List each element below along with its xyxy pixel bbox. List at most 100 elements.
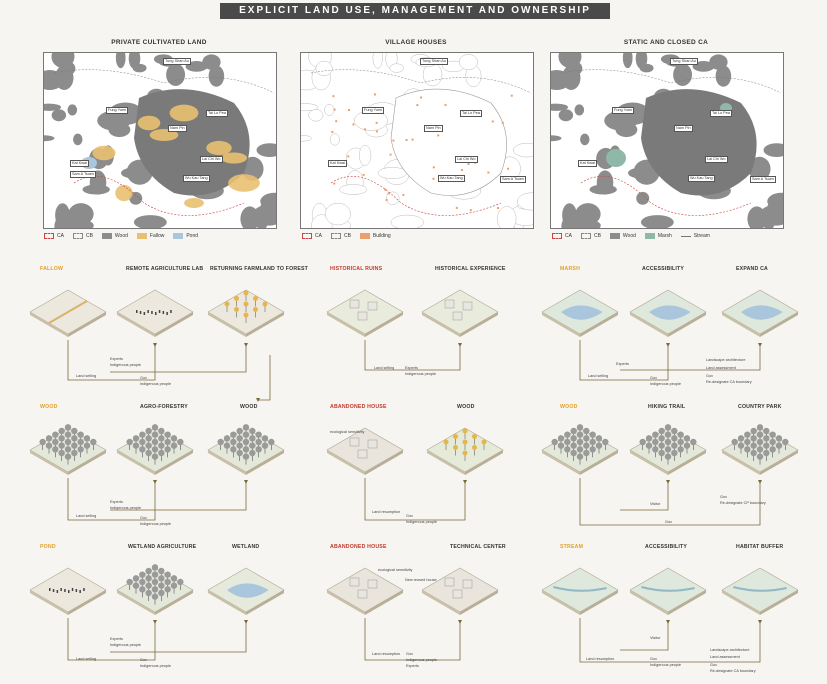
place-label: Tung Shan Au <box>163 58 191 65</box>
tile-side <box>208 590 246 615</box>
tree-crown <box>145 567 152 575</box>
place-label: Fung Yuen <box>612 107 635 114</box>
tile-side <box>208 312 246 337</box>
tree-crown <box>261 435 269 442</box>
tile-top <box>541 567 619 613</box>
tree-crown <box>236 427 243 435</box>
tree-crown <box>132 435 140 442</box>
tree-crown <box>576 431 584 438</box>
tree-crown <box>737 442 745 449</box>
tree-crown <box>763 435 770 442</box>
field-mark <box>56 590 59 593</box>
field-mark <box>139 311 142 314</box>
note-indigenous: Indigenous people <box>140 522 172 526</box>
note-gov: Gov <box>140 376 147 380</box>
arrow-head <box>153 480 157 484</box>
tree-crown <box>132 582 140 589</box>
tree-crown <box>570 442 577 449</box>
field-mark <box>143 312 146 315</box>
tree-crown <box>243 290 249 296</box>
wood-patch <box>551 103 569 111</box>
iso-tile <box>721 424 799 475</box>
fallow-patch <box>137 115 161 131</box>
wood-patch <box>67 104 78 116</box>
field-mark <box>68 590 70 593</box>
tile-side <box>465 450 503 475</box>
tile-top <box>326 289 404 335</box>
tree-crown <box>177 578 184 586</box>
wood-patch <box>604 110 638 131</box>
wood-patch <box>390 214 425 228</box>
arrow-head <box>244 343 248 347</box>
tree-crown <box>64 453 72 460</box>
tree-crown <box>71 435 78 442</box>
tile-side <box>365 450 403 475</box>
tree-crown <box>462 428 468 434</box>
diagram-lead-title: WOOD <box>40 404 58 410</box>
note-indigenous: Indigenous people <box>650 663 682 667</box>
place-label: Nam Pin <box>168 125 187 132</box>
building-mark <box>347 155 350 158</box>
building-mark <box>375 121 378 124</box>
tree-crown <box>77 431 84 438</box>
building-mark <box>501 121 504 124</box>
tree-crown <box>595 435 603 442</box>
legend-label: CA <box>57 233 64 239</box>
building-mark <box>507 167 510 170</box>
legend-label: CB <box>85 233 93 239</box>
tile-top <box>629 289 707 335</box>
wood-patch <box>240 206 260 228</box>
wood-patch <box>324 104 335 116</box>
wood-patch <box>115 53 126 69</box>
wood-patch <box>132 63 147 73</box>
note-indigenous: Indigenous people <box>650 382 682 386</box>
tree-crown <box>595 442 603 449</box>
arrow-head <box>758 480 762 484</box>
tile-side <box>30 450 68 475</box>
place-label: Wu Kau Tang <box>438 175 465 182</box>
tree-crown <box>249 449 256 457</box>
building-mark <box>363 128 366 131</box>
place-label: Tung Shan Au <box>670 58 698 65</box>
tree-crown <box>671 442 678 449</box>
tile-side <box>155 450 193 475</box>
diagram-lead-title: ABANDONED HOUSE <box>330 544 387 550</box>
building-mark <box>335 120 338 123</box>
note-experts: Experts <box>616 362 629 366</box>
note-landscape-arch: Landscape architecture <box>706 358 746 362</box>
place-label: Lai Chi Wo <box>705 156 728 163</box>
building-mark <box>497 206 500 209</box>
tile-side <box>630 450 668 475</box>
wood-patch <box>325 202 351 226</box>
iso-tile <box>721 567 799 615</box>
tile-top <box>29 289 107 335</box>
tree-crown <box>671 427 678 435</box>
tree-crown <box>583 427 590 435</box>
iso-tile <box>629 567 707 615</box>
legend-village: CA CB Building <box>296 233 391 239</box>
wood-patch <box>497 206 517 228</box>
tree-crown <box>164 586 171 593</box>
tree-crown <box>64 431 72 438</box>
stream <box>641 586 695 592</box>
wood-patch <box>517 192 533 211</box>
wood-patch <box>372 53 383 69</box>
tile-side <box>722 590 760 615</box>
tree-crown <box>52 438 59 446</box>
wood-patch <box>763 143 783 158</box>
tile-side <box>246 590 284 615</box>
iso-tile <box>541 567 619 615</box>
note-experts: Experts <box>110 357 123 361</box>
tree-crown <box>677 446 684 453</box>
note-indigenous: Indigenous people <box>140 382 172 386</box>
tree-crown <box>639 438 646 446</box>
tree-crown <box>58 435 65 442</box>
tile-side <box>580 312 618 337</box>
wood-patch <box>208 65 225 87</box>
tree-crown <box>645 435 653 442</box>
wood-patch <box>622 53 633 69</box>
tree-crown <box>83 442 91 449</box>
tree-crown <box>151 593 159 600</box>
wood-patch <box>133 215 167 228</box>
note-gov: Gov <box>140 658 147 662</box>
